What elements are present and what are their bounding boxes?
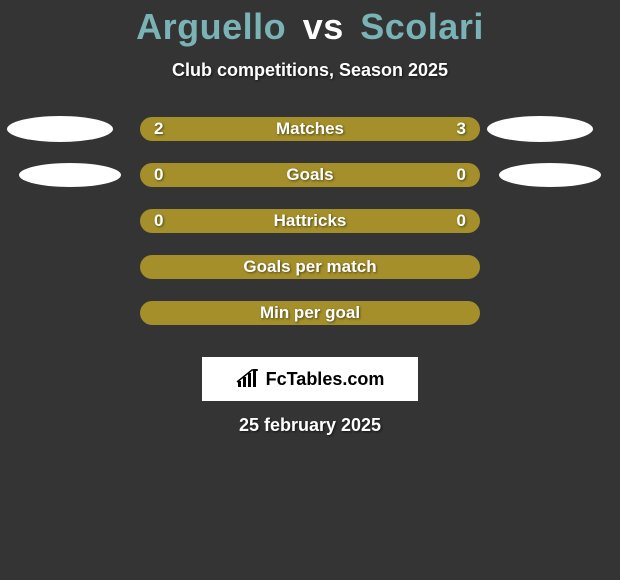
- player-ellipse-left: [7, 116, 113, 142]
- date-text: 25 february 2025: [0, 415, 620, 436]
- comparison-card: Arguello vs Scolari Club competitions, S…: [0, 0, 620, 580]
- stat-value-right: 0: [457, 211, 466, 231]
- stat-label: Goals per match: [243, 257, 376, 277]
- player-ellipse-right: [499, 163, 601, 187]
- player1-name: Arguello: [136, 6, 286, 47]
- stat-row: 23Matches: [0, 117, 620, 163]
- stat-half-left: 0: [140, 163, 310, 187]
- stat-half-right: 3: [276, 117, 480, 141]
- stat-half-right: 0: [310, 209, 480, 233]
- player2-name: Scolari: [360, 6, 484, 47]
- player-ellipse-left: [19, 163, 121, 187]
- stat-row: Min per goal: [0, 301, 620, 347]
- vs-text: vs: [303, 6, 344, 47]
- chart-icon: [236, 369, 260, 389]
- stat-half-right: 0: [310, 163, 480, 187]
- stat-value-right: 0: [457, 165, 466, 185]
- subtitle: Club competitions, Season 2025: [0, 60, 620, 81]
- stat-bar: 00Hattricks: [140, 209, 480, 233]
- player-ellipse-right: [487, 116, 593, 142]
- stat-row: 00Hattricks: [0, 209, 620, 255]
- stat-bar: 00Goals: [140, 163, 480, 187]
- stat-row: Goals per match: [0, 255, 620, 301]
- stat-half-left: 0: [140, 209, 310, 233]
- stat-bar: Min per goal: [140, 301, 480, 325]
- stat-value-left: 0: [154, 211, 163, 231]
- page-title: Arguello vs Scolari: [0, 6, 620, 48]
- brand-text: FcTables.com: [266, 369, 385, 390]
- brand-badge: FcTables.com: [202, 357, 418, 401]
- stat-half-left: 2: [140, 117, 276, 141]
- stats-list: 23Matches00Goals00HattricksGoals per mat…: [0, 117, 620, 347]
- stat-value-left: 2: [154, 119, 163, 139]
- stat-bar: Goals per match: [140, 255, 480, 279]
- stat-value-right: 3: [457, 119, 466, 139]
- stat-row: 00Goals: [0, 163, 620, 209]
- stat-label: Min per goal: [260, 303, 360, 323]
- stat-value-left: 0: [154, 165, 163, 185]
- stat-bar: 23Matches: [140, 117, 480, 141]
